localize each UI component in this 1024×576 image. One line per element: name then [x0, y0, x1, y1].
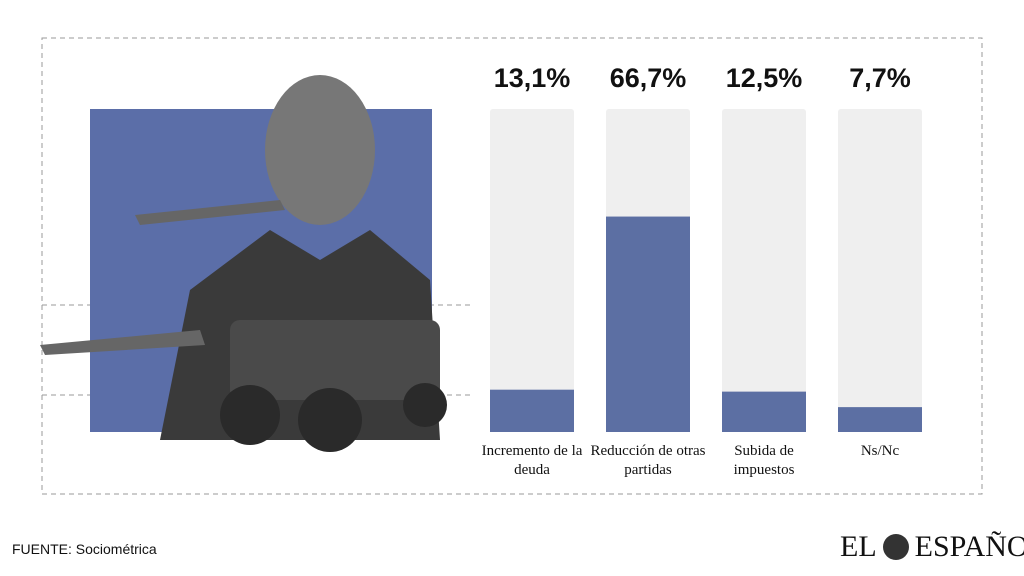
source: FUENTE: Sociométrica	[12, 541, 157, 557]
bar-track	[722, 109, 806, 432]
category-label: Incremento de la deuda	[481, 443, 583, 478]
bar	[838, 407, 922, 432]
value-label: 7,7%	[849, 63, 911, 93]
value-label: 13,1%	[494, 63, 571, 93]
frame	[41, 37, 983, 495]
category-label: Ns/Nc	[860, 443, 900, 459]
logo: EL ESPAÑOL	[840, 530, 1024, 564]
category-label: Subida de impuestos	[733, 443, 795, 478]
category-label: Reducción de otras partidas	[590, 443, 706, 478]
value-label: 66,7%	[610, 63, 687, 93]
photo-collage	[40, 75, 447, 452]
value-label: 12,5%	[726, 63, 803, 93]
bar	[606, 216, 690, 432]
logo-text: EL	[840, 530, 877, 563]
bar-track	[490, 109, 574, 432]
logo-text: ESPAÑOL	[914, 530, 1024, 563]
bar	[722, 391, 806, 432]
bar	[490, 389, 574, 432]
bar-track	[838, 109, 922, 432]
logo-icon	[882, 534, 909, 560]
